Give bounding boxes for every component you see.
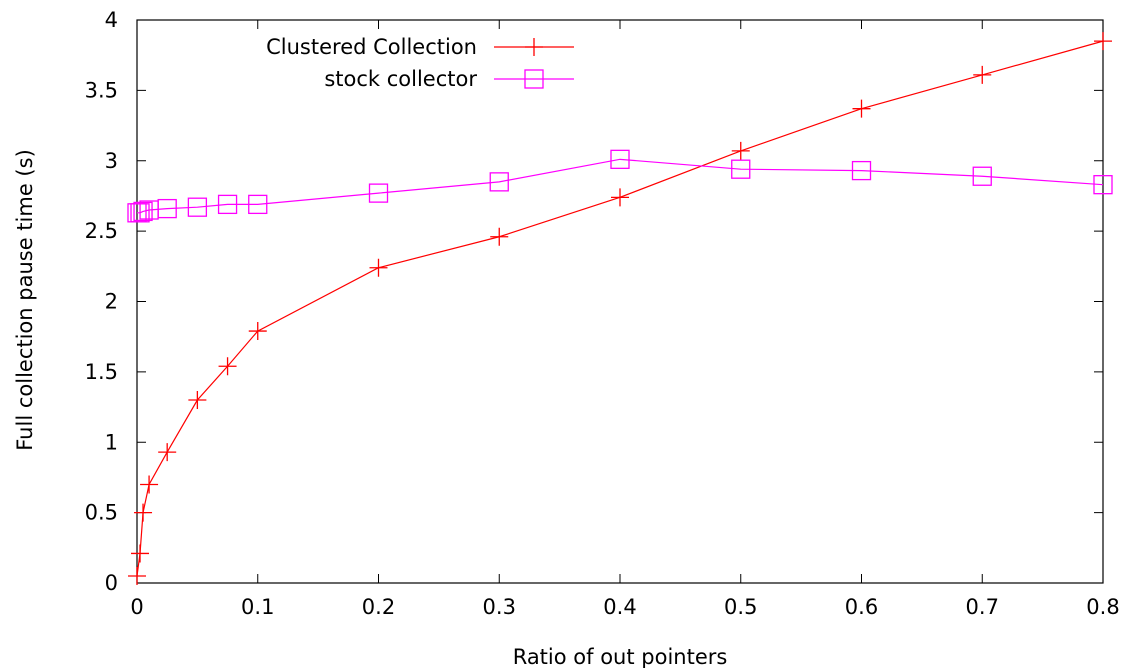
data-point bbox=[610, 149, 630, 169]
data-point bbox=[128, 566, 146, 585]
data-point bbox=[972, 166, 992, 186]
data-point bbox=[157, 198, 177, 219]
data-point bbox=[490, 227, 509, 246]
data-point bbox=[188, 391, 207, 410]
y-axis-ticks: 0 0.5 1 1.5 2 2.5 3 3.5 4 bbox=[85, 8, 1103, 595]
data-point bbox=[158, 443, 177, 462]
x-tick-label: 0.4 bbox=[603, 595, 636, 619]
x-tick-label: 0.5 bbox=[724, 595, 757, 619]
data-point bbox=[973, 65, 992, 84]
y-axis-label: Full collection pause time (s) bbox=[13, 149, 37, 451]
data-point bbox=[218, 357, 237, 376]
y-tick-label: 1.5 bbox=[85, 360, 118, 384]
data-point bbox=[852, 99, 871, 118]
y-tick-label: 4 bbox=[105, 8, 118, 32]
legend-label: Clustered Collection bbox=[266, 35, 477, 59]
x-tick-label: 0.3 bbox=[483, 595, 516, 619]
x-tick-label: 0.7 bbox=[966, 595, 999, 619]
y-tick-label: 2.5 bbox=[85, 219, 118, 243]
data-point bbox=[134, 503, 153, 522]
x-tick-label: 0.1 bbox=[241, 595, 274, 619]
x-tick-label: 0.8 bbox=[1086, 595, 1119, 619]
series-layer bbox=[127, 32, 1113, 585]
data-point bbox=[369, 258, 388, 277]
x-axis-label: Ratio of out pointers bbox=[513, 645, 728, 668]
data-point bbox=[489, 172, 509, 192]
x-tick-label: 0 bbox=[130, 595, 143, 619]
series-0 bbox=[128, 32, 1112, 585]
y-tick-label: 0.5 bbox=[85, 501, 118, 525]
data-point bbox=[131, 544, 150, 563]
series-1 bbox=[127, 149, 1113, 223]
series-line bbox=[137, 158, 1104, 214]
data-point bbox=[731, 141, 750, 160]
x-tick-label: 0.6 bbox=[845, 595, 878, 619]
x-axis-ticks: 0 0.1 0.2 0.3 0.4 0.5 0.6 0.7 0.8 bbox=[130, 20, 1120, 619]
y-tick-label: 2 bbox=[105, 290, 118, 314]
legend-marker bbox=[524, 69, 544, 89]
series-line bbox=[136, 40, 1104, 577]
y-tick-label: 3 bbox=[105, 149, 118, 173]
data-point bbox=[368, 183, 389, 203]
data-point bbox=[133, 201, 153, 222]
legend-marker bbox=[525, 38, 543, 56]
data-point bbox=[187, 197, 208, 217]
data-point bbox=[248, 322, 267, 341]
y-tick-label: 1 bbox=[105, 430, 118, 454]
data-point bbox=[1093, 175, 1113, 195]
data-point bbox=[140, 475, 159, 494]
data-point bbox=[1094, 32, 1112, 51]
x-tick-label: 0.2 bbox=[362, 595, 395, 619]
legend-label: stock collector bbox=[324, 67, 477, 91]
plot-frame bbox=[136, 19, 1104, 584]
data-point bbox=[851, 160, 872, 181]
data-point bbox=[611, 188, 629, 207]
data-point bbox=[217, 194, 238, 215]
y-tick-label: 3.5 bbox=[85, 78, 118, 102]
data-point bbox=[248, 194, 268, 215]
legend: Clustered Collection stock collector bbox=[266, 35, 574, 91]
data-point bbox=[731, 159, 751, 179]
y-tick-label: 0 bbox=[105, 571, 118, 595]
